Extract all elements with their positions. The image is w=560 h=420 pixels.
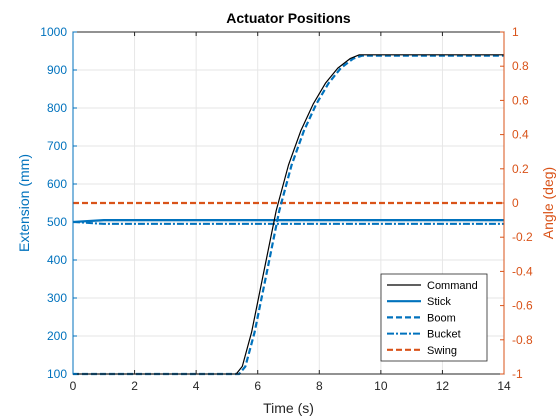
legend: Command Stick Boom Bucket Swing (380, 273, 488, 362)
y-left-tick-label: 100 (47, 367, 67, 381)
y-left-axis-label: Extension (mm) (16, 154, 32, 252)
y-left-tick-label: 800 (47, 101, 67, 115)
x-axis-label: Time (s) (263, 400, 314, 416)
chart-title: Actuator Positions (226, 10, 351, 26)
y-right-tick-label: -0.8 (512, 333, 533, 347)
y-right-tick-label: 0.4 (512, 128, 529, 142)
y-right-tick-label: 0.8 (512, 59, 529, 73)
x-tick-label: 2 (131, 379, 138, 393)
y-right-tick-label: -0.2 (512, 230, 533, 244)
y-right-tick-label: 0.6 (512, 93, 529, 107)
y-right-tick-label: 0 (512, 196, 519, 210)
legend-label-stick: Stick (427, 296, 451, 308)
y-left-tick-label: 900 (47, 63, 67, 77)
y-left-tick-label: 600 (47, 177, 67, 191)
y-left-tick-label: 1000 (40, 25, 67, 39)
legend-label-swing: Swing (427, 345, 457, 357)
y-right-tick-label: 1 (512, 25, 519, 39)
series-line-boom (73, 54, 504, 376)
x-tick-label: 14 (497, 379, 511, 393)
series-line-command (73, 54, 504, 375)
y-right-tick-label: -1 (512, 367, 523, 381)
legend-label-boom: Boom (427, 312, 456, 324)
x-tick-label: 4 (193, 379, 200, 393)
y-left-tick-label: 300 (47, 291, 67, 305)
series-line-stick (72, 219, 504, 224)
legend-label-command: Command (427, 280, 478, 292)
series-line-bucket (72, 221, 504, 225)
x-tick-label: 8 (316, 379, 323, 393)
y-left-tick-label: 500 (47, 215, 67, 229)
x-tick-label: 0 (70, 379, 77, 393)
y-left-tick-label: 400 (47, 253, 67, 267)
y-left-tick-label: 700 (47, 139, 67, 153)
y-left-tick-label: 200 (47, 329, 67, 343)
legend-label-bucket: Bucket (427, 329, 461, 341)
series-layer (72, 54, 504, 376)
ticks: 0 2 4 6 8 10 12 1410020030040050060070080090010… (40, 25, 533, 393)
y-right-tick-label: 0.2 (512, 162, 529, 176)
y-right-tick-label: -0.4 (512, 264, 533, 278)
y-right-axis-label: Angle (deg) (540, 167, 556, 239)
x-tick-label: 12 (436, 379, 450, 393)
y-right-tick-label: -0.6 (512, 299, 533, 313)
x-tick-label: 10 (374, 379, 388, 393)
x-tick-label: 6 (254, 379, 261, 393)
